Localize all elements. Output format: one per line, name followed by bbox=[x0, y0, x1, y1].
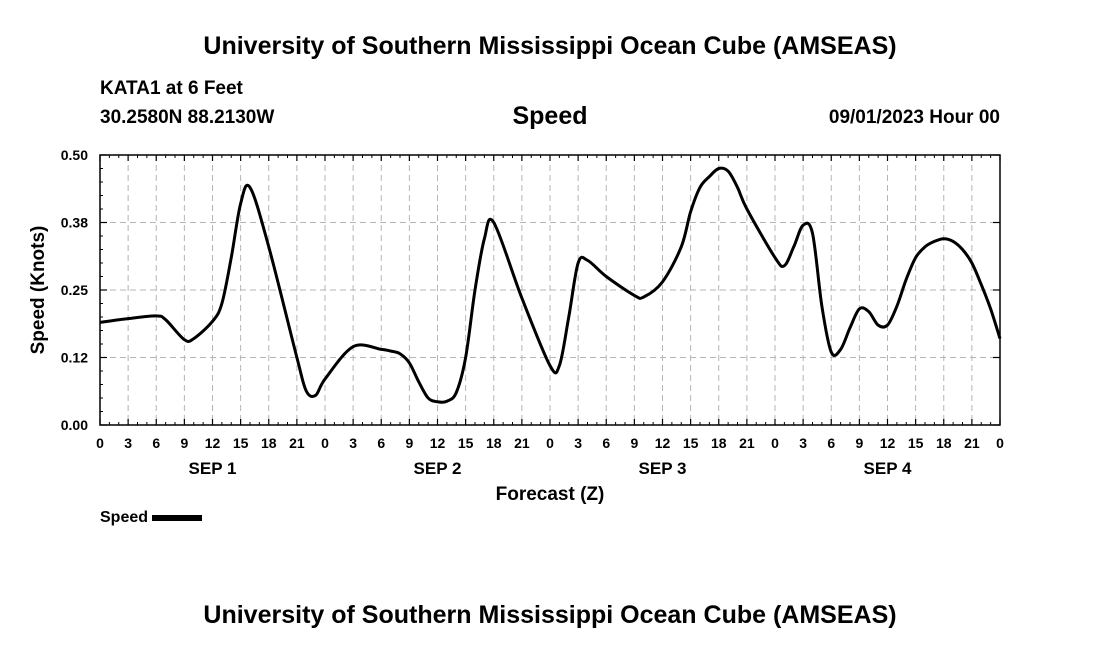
chart-title: Speed bbox=[512, 102, 588, 130]
x-tick-label: 18 bbox=[711, 435, 727, 451]
x-tick-label: 3 bbox=[124, 435, 132, 451]
x-tick-label: 15 bbox=[683, 435, 699, 451]
page-title: University of Southern Mississippi Ocean… bbox=[203, 32, 897, 60]
grid-lines bbox=[100, 154, 1000, 425]
x-tick-label: 9 bbox=[630, 435, 638, 451]
x-tick-label: 0 bbox=[546, 435, 554, 451]
y-tick-label: 0.12 bbox=[61, 350, 88, 366]
axis-labels: 0 3 6 9 12 15 18 21 0 3 6 9 12 15 18 21 0 3 6 9 12 15 18 21 0 3 6 9… bbox=[61, 147, 1004, 478]
y-axis-label: Speed (Knots) bbox=[28, 226, 49, 355]
axis-ticks bbox=[99, 154, 1001, 426]
footer-title: University of Southern Mississippi Ocean… bbox=[203, 601, 897, 629]
speed-chart: 0 3 6 9 12 15 18 21 0 3 6 9 12 15 18 21 0 3 6 9 12 15 18 21 0 3 6 9… bbox=[28, 147, 1004, 505]
x-tick-label: 15 bbox=[908, 435, 924, 451]
x-tick-label: 18 bbox=[486, 435, 502, 451]
x-tick-label: 0 bbox=[321, 435, 329, 451]
x-tick-label: 9 bbox=[855, 435, 863, 451]
x-tick-label: 12 bbox=[880, 435, 896, 451]
x-tick-label: 21 bbox=[514, 435, 530, 451]
forecast-date: 09/01/2023 Hour 00 bbox=[828, 107, 1000, 128]
x-tick-label: 21 bbox=[739, 435, 755, 451]
station-label: KATA1 at 6 Feet bbox=[100, 78, 243, 99]
x-tick-label: 0 bbox=[996, 435, 1004, 451]
x-tick-label: 21 bbox=[289, 435, 305, 451]
x-tick-label: 3 bbox=[799, 435, 807, 451]
y-tick-label: 0.38 bbox=[61, 215, 88, 231]
day-label: SEP 3 bbox=[639, 459, 687, 478]
x-tick-label: 3 bbox=[349, 435, 357, 451]
x-tick-label: 9 bbox=[180, 435, 188, 451]
speed-series-line bbox=[99, 166, 1002, 404]
x-axis-label: Forecast (Z) bbox=[496, 484, 605, 505]
x-tick-label: 0 bbox=[96, 435, 104, 451]
x-tick-label: 21 bbox=[964, 435, 980, 451]
x-tick-label: 6 bbox=[602, 435, 610, 451]
x-tick-label: 3 bbox=[574, 435, 582, 451]
legend: Speed bbox=[100, 509, 203, 527]
x-tick-label: 12 bbox=[655, 435, 671, 451]
x-tick-label: 18 bbox=[936, 435, 952, 451]
day-label: SEP 1 bbox=[189, 459, 237, 478]
station-coordinates: 30.2580N 88.2130W bbox=[100, 107, 275, 128]
y-tick-label: 0.00 bbox=[61, 417, 88, 433]
x-tick-label: 12 bbox=[205, 435, 221, 451]
x-tick-label: 6 bbox=[377, 435, 385, 451]
x-tick-label: 12 bbox=[430, 435, 446, 451]
day-label: SEP 4 bbox=[864, 459, 912, 478]
legend-label: Speed bbox=[100, 509, 149, 526]
x-tick-label: 15 bbox=[458, 435, 474, 451]
x-tick-label: 18 bbox=[261, 435, 277, 451]
x-tick-label: 0 bbox=[771, 435, 779, 451]
legend-swatch bbox=[152, 515, 203, 521]
x-tick-label: 15 bbox=[233, 435, 249, 451]
x-tick-label: 6 bbox=[152, 435, 160, 451]
day-label: SEP 2 bbox=[414, 459, 462, 478]
x-tick-label: 9 bbox=[405, 435, 413, 451]
x-tick-label: 6 bbox=[827, 435, 835, 451]
y-tick-label: 0.25 bbox=[61, 282, 88, 298]
y-tick-label: 0.50 bbox=[61, 147, 88, 163]
series-layer bbox=[99, 166, 1002, 404]
